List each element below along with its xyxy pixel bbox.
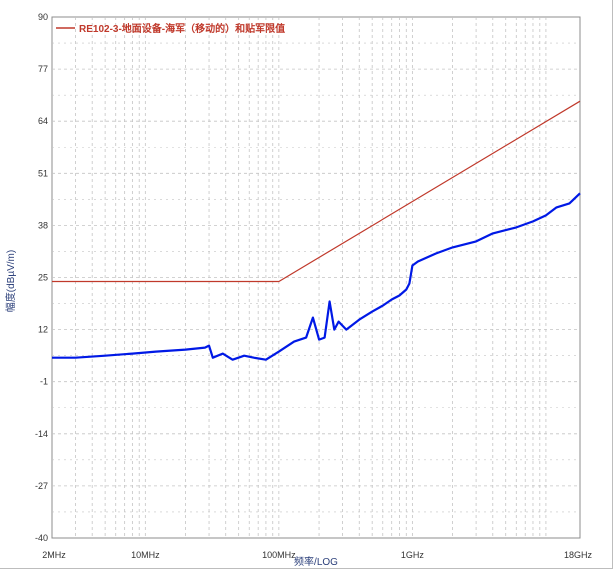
legend: RE102-3-地面设备-海军（移动的）和贴军限值	[56, 22, 285, 35]
y-axis-label: 幅度(dBµV/m)	[4, 250, 17, 312]
x-tick-label: 2MHz	[42, 550, 66, 560]
x-axis-label: 频率/LOG	[294, 555, 338, 568]
y-tick-label: -1	[40, 377, 48, 387]
y-tick-label: 51	[38, 168, 48, 178]
y-tick-label: 38	[38, 220, 48, 230]
x-tick-label: 18GHz	[564, 550, 593, 560]
y-tick-label: 25	[38, 273, 48, 283]
legend-label-limit: RE102-3-地面设备-海军（移动的）和贴军限值	[79, 22, 285, 35]
y-tick-label: 12	[38, 325, 48, 335]
y-tick-label: 90	[38, 12, 48, 22]
series-layer	[52, 100, 581, 361]
x-tick-label: 10MHz	[131, 550, 160, 560]
y-tick-label: 64	[38, 116, 48, 126]
y-tick-labels: 90 77 64 51 38 25 12 -1 -14 -27 -40	[35, 12, 48, 543]
y-tick-label: -14	[35, 429, 48, 439]
x-tick-labels: 2MHz 10MHz 100MHz 1GHz 18GHz	[42, 550, 592, 560]
x-tick-label: 1GHz	[401, 550, 425, 560]
y-tick-label: -27	[35, 481, 48, 491]
measurement-line	[52, 192, 581, 361]
limit-line	[52, 100, 581, 283]
y-tick-label: -40	[35, 533, 48, 543]
x-tick-label: 100MHz	[262, 550, 296, 560]
y-tick-label: 77	[38, 64, 48, 74]
